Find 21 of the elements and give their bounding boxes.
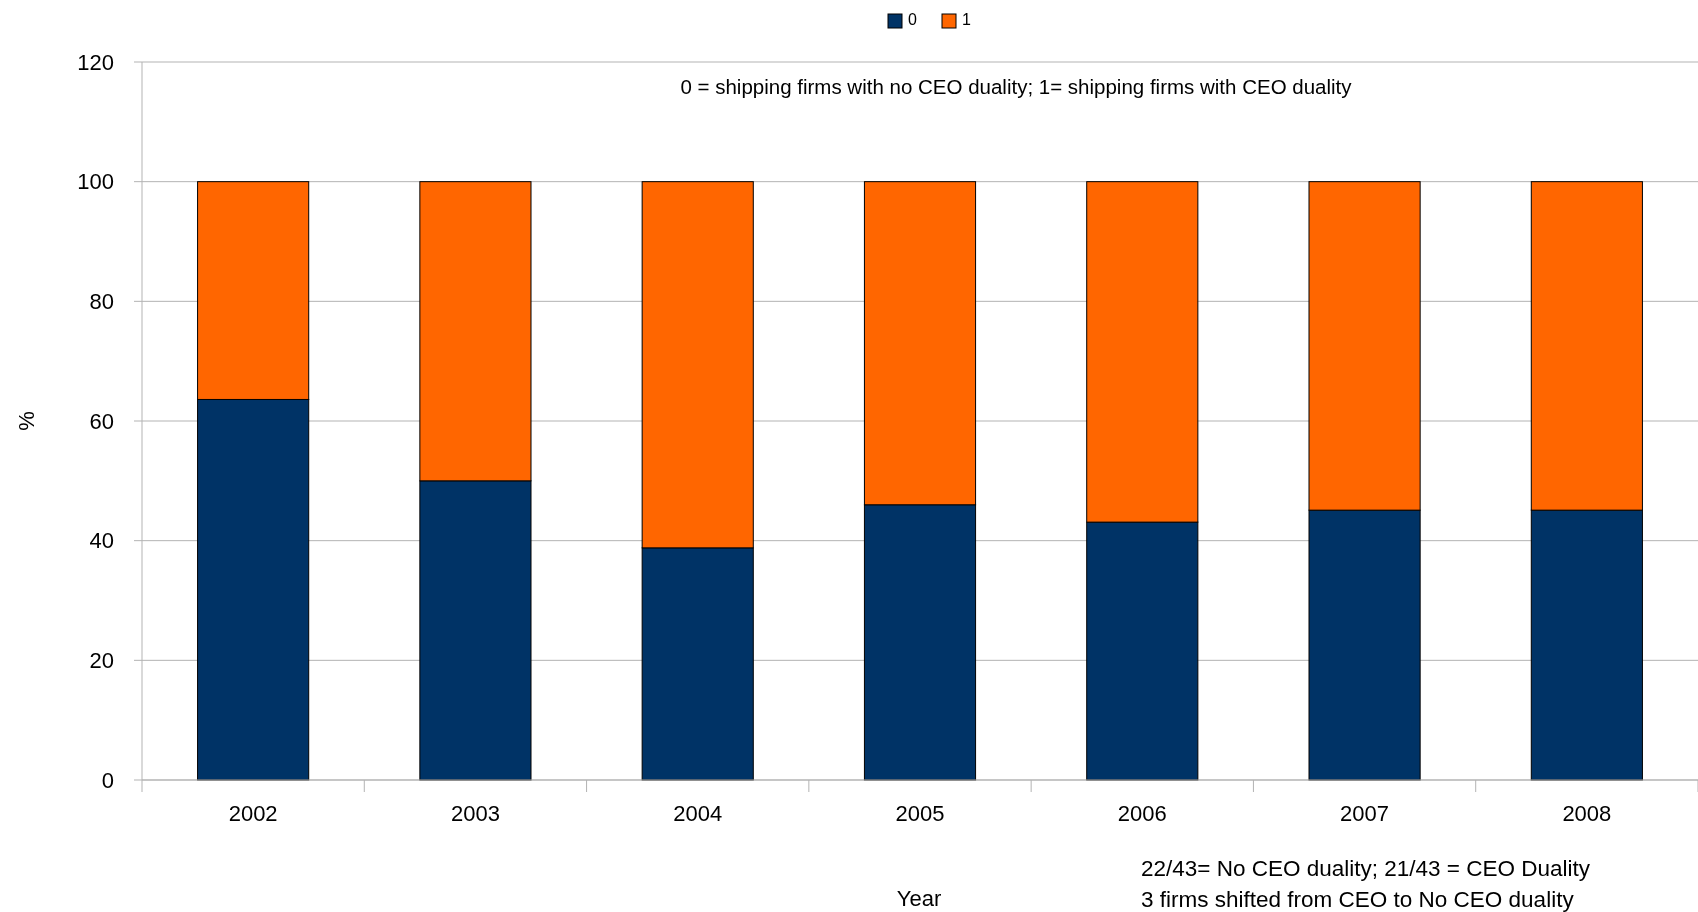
legend-label: 0 [908,11,917,28]
y-tick-label: 0 [101,767,114,793]
text: 22/43= No CEO duality; 21/43 = CEO Duality [1141,856,1591,881]
legend-label: 1 [962,11,971,28]
annotation: 0 = shipping firms with no CEO duality; 1= shipping firms with CEO duality [680,75,1353,98]
y-tick-label: 60 [89,408,114,434]
y-tick-label: 80 [89,289,114,315]
x-tick-label: 2007 [1340,801,1390,826]
x-tick-label: 2003 [450,801,500,826]
x-tick-label: 2006 [1117,801,1167,826]
y-axis-title: % [14,411,39,431]
text: 3 firms shifted from CEO to No CEO duality [1141,887,1575,912]
x-tick-label: 2008 [1562,801,1612,826]
x-tick-label: 2004 [673,801,723,826]
x-tick-label: 2005 [895,801,945,826]
y-tick-label: 40 [89,528,114,554]
y-tick-label: 100 [77,169,114,195]
x-axis-title: Year [896,886,942,911]
y-tick-label: 120 [77,49,114,75]
x-tick-label: 2002 [228,801,278,826]
y-tick-label: 20 [89,648,114,674]
